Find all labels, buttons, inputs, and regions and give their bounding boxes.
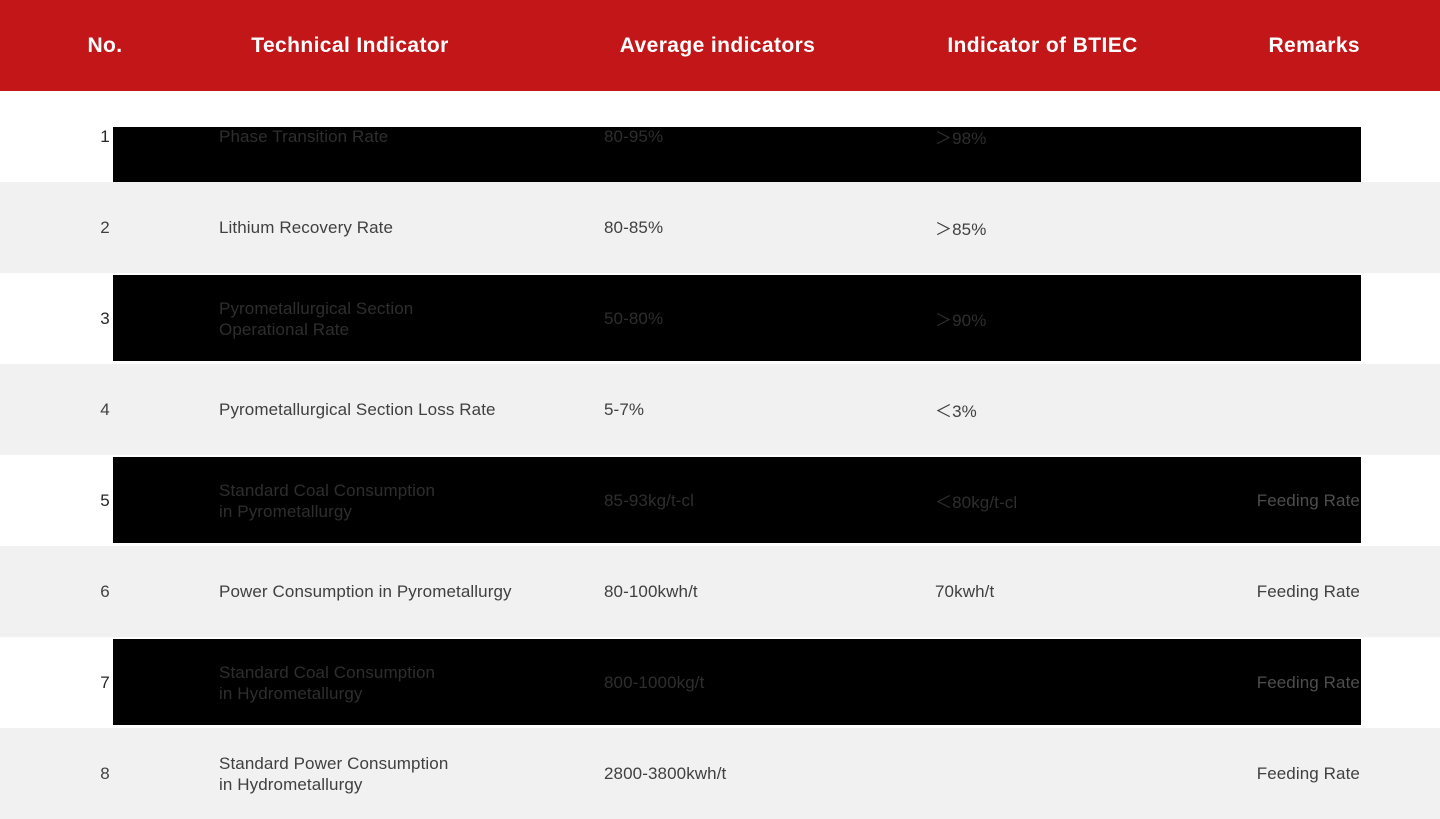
row-highlight-band bbox=[113, 639, 1361, 725]
cell-indicator-of-btiec: ＜3% bbox=[935, 402, 977, 421]
indicator-line-1: Standard Power Consumption bbox=[219, 753, 449, 773]
cell-remarks bbox=[1210, 364, 1440, 455]
cell-average-indicator: 80-85% bbox=[604, 217, 664, 237]
cell-row-number: 3 bbox=[100, 308, 110, 328]
table-row: 1 Phase Transition Rate 80-95% ＞98% bbox=[0, 91, 1440, 182]
cell-remarks bbox=[1210, 273, 1440, 364]
row-highlight-band bbox=[113, 457, 1361, 543]
cell-average-indicator: 80-95% bbox=[604, 126, 664, 146]
cell-technical-indicator: Standard Coal Consumption in Hydrometall… bbox=[140, 637, 560, 728]
table-row: 6 Power Consumption in Pyrometallurgy 80… bbox=[0, 546, 1440, 637]
indicator-line-2: Operational Rate bbox=[219, 319, 350, 339]
table-header-row: No. Technical Indicator Average indicato… bbox=[0, 0, 1440, 91]
indicator-line-1: Phase Transition Rate bbox=[219, 127, 389, 146]
cell-remarks bbox=[1210, 182, 1440, 273]
cell-row-number: 2 bbox=[100, 217, 110, 237]
cell-technical-indicator: Pyrometallurgical Section Loss Rate bbox=[140, 364, 560, 455]
cell-average-indicator: 80-100kwh/t bbox=[604, 581, 698, 601]
table-row: 3 Pyrometallurgical Section Operational … bbox=[0, 273, 1440, 364]
cell-average-indicator: 2800-3800kwh/t bbox=[604, 763, 727, 783]
header-remarks: Remarks bbox=[1268, 33, 1360, 57]
cell-row-number: 5 bbox=[100, 490, 110, 510]
indicator-line-1: Standard Coal Consumption bbox=[219, 480, 436, 500]
cell-row-number: 8 bbox=[100, 763, 110, 783]
header-indicator-of-btiec: Indicator of BTIEC bbox=[947, 33, 1138, 57]
cell-technical-indicator: Standard Coal Consumption in Pyrometallu… bbox=[140, 455, 560, 546]
cell-row-number: 7 bbox=[100, 672, 110, 692]
cell-technical-indicator: Standard Power Consumption in Hydrometal… bbox=[140, 728, 560, 819]
cell-average-indicator: 800-1000kg/t bbox=[604, 672, 705, 692]
cell-row-number: 4 bbox=[100, 399, 110, 419]
cell-remarks bbox=[1210, 91, 1440, 182]
row-highlight-band bbox=[113, 127, 1361, 182]
cell-remarks: Feeding Rate bbox=[1256, 581, 1360, 601]
cell-technical-indicator: Lithium Recovery Rate bbox=[140, 182, 560, 273]
cell-row-number: 1 bbox=[100, 126, 110, 146]
table-row: 5 Standard Coal Consumption in Pyrometal… bbox=[0, 455, 1440, 546]
indicator-line-2: in Pyrometallurgy bbox=[219, 501, 353, 521]
indicator-line-1: Pyrometallurgical Section bbox=[219, 298, 414, 318]
indicator-line-1: Lithium Recovery Rate bbox=[219, 218, 394, 237]
row-highlight-band bbox=[113, 275, 1361, 361]
cell-indicator-of-btiec: 70kwh/t bbox=[935, 581, 995, 601]
cell-technical-indicator: Phase Transition Rate bbox=[140, 91, 560, 182]
cell-indicator-of-btiec: ＞90% bbox=[935, 311, 987, 330]
table-row: 4 Pyrometallurgical Section Loss Rate 5-… bbox=[0, 364, 1440, 455]
table-row: 7 Standard Coal Consumption in Hydrometa… bbox=[0, 637, 1440, 728]
cell-indicator-of-btiec: ＞85% bbox=[935, 220, 987, 239]
table-row: 2 Lithium Recovery Rate 80-85% ＞85% bbox=[0, 182, 1440, 273]
table-row: 8 Standard Power Consumption in Hydromet… bbox=[0, 728, 1440, 819]
header-no: No. bbox=[87, 33, 123, 57]
cell-remarks: Feeding Rate bbox=[1256, 490, 1360, 510]
header-average-indicators: Average indicators bbox=[619, 33, 816, 57]
cell-average-indicator: 5-7% bbox=[604, 399, 645, 419]
indicator-line-2: in Hydrometallurgy bbox=[219, 774, 363, 794]
header-technical-indicator: Technical Indicator bbox=[251, 33, 449, 57]
cell-indicator-of-btiec bbox=[875, 637, 1210, 728]
indicator-line-1: Power Consumption in Pyrometallurgy bbox=[219, 582, 512, 601]
cell-remarks: Feeding Rate bbox=[1256, 763, 1360, 783]
cell-average-indicator: 85-93kg/t-cl bbox=[604, 490, 695, 510]
indicator-line-2: in Hydrometallurgy bbox=[219, 683, 363, 703]
cell-row-number: 6 bbox=[100, 581, 110, 601]
cell-technical-indicator: Power Consumption in Pyrometallurgy bbox=[140, 546, 560, 637]
cell-indicator-of-btiec bbox=[875, 728, 1210, 819]
indicator-line-1: Pyrometallurgical Section Loss Rate bbox=[219, 400, 496, 419]
table-body: 1 Phase Transition Rate 80-95% ＞98% 2 Li… bbox=[0, 91, 1440, 819]
cell-indicator-of-btiec: ＜80kg/t-cl bbox=[935, 493, 1018, 512]
cell-average-indicator: 50-80% bbox=[604, 308, 664, 328]
cell-remarks: Feeding Rate bbox=[1256, 672, 1360, 692]
indicator-line-1: Standard Coal Consumption bbox=[219, 662, 436, 682]
cell-indicator-of-btiec: ＞98% bbox=[935, 129, 987, 148]
cell-technical-indicator: Pyrometallurgical Section Operational Ra… bbox=[140, 273, 560, 364]
